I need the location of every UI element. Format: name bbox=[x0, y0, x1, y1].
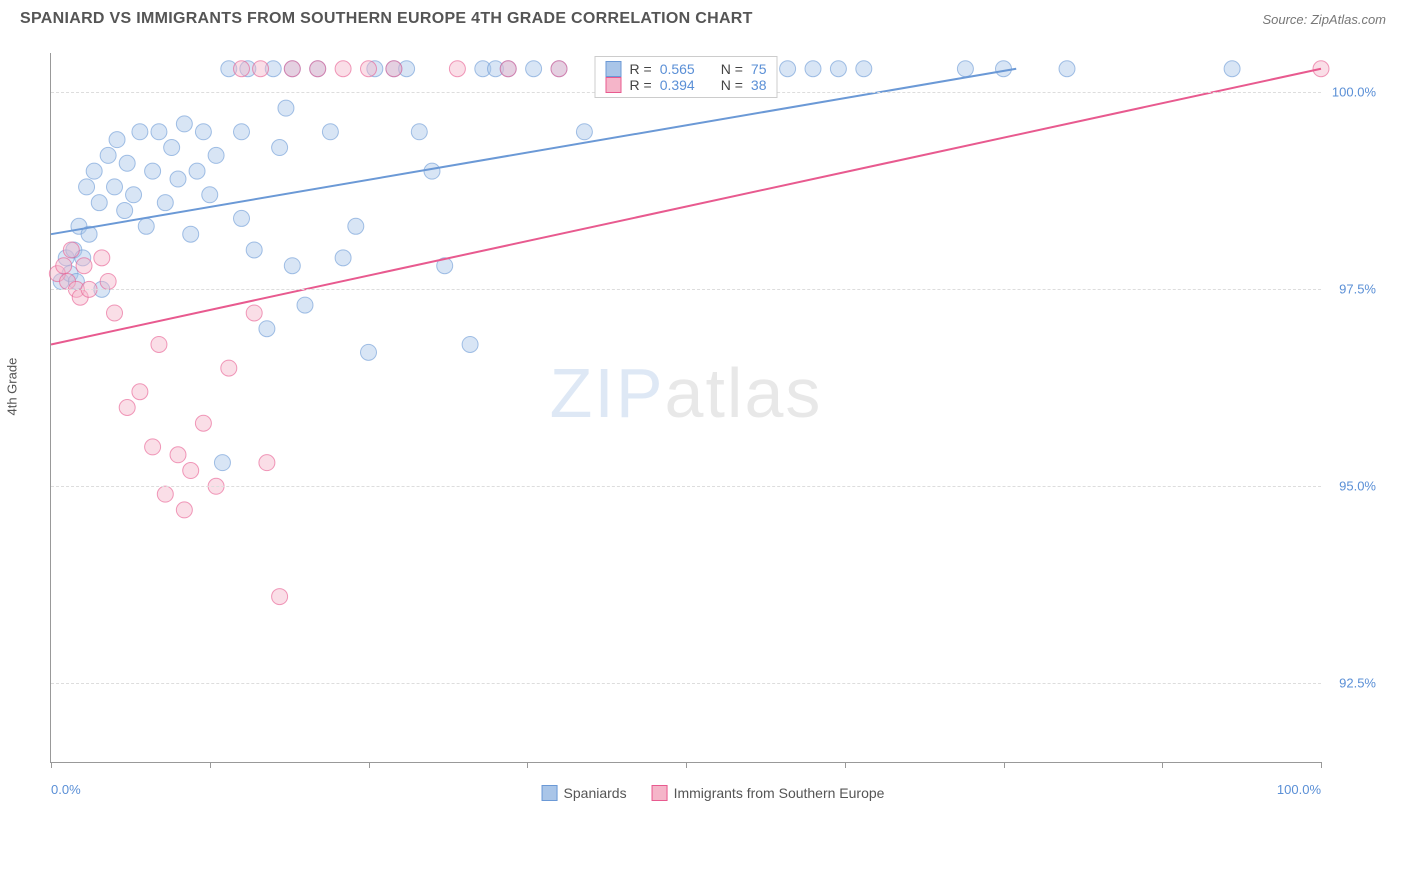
xtick bbox=[210, 762, 211, 768]
legend-label-immigrants: Immigrants from Southern Europe bbox=[674, 785, 885, 801]
gridline bbox=[51, 683, 1321, 684]
series-legend: Spaniards Immigrants from Southern Europ… bbox=[542, 785, 885, 801]
ytick-label: 100.0% bbox=[1332, 85, 1376, 100]
xtick bbox=[1162, 762, 1163, 768]
xtick bbox=[845, 762, 846, 768]
swatch-immigrants-icon bbox=[606, 77, 622, 93]
legend-swatch-spaniards-icon bbox=[542, 785, 558, 801]
xtick bbox=[1004, 762, 1005, 768]
chart-title: SPANIARD VS IMMIGRANTS FROM SOUTHERN EUR… bbox=[20, 10, 753, 28]
ytick-label: 92.5% bbox=[1339, 676, 1376, 691]
legend-swatch-immigrants-icon bbox=[652, 785, 668, 801]
chart-container: 4th Grade ZIPatlas R = 0.565 N = 75 R = … bbox=[50, 33, 1376, 823]
gridline bbox=[51, 289, 1321, 290]
source-attribution: Source: ZipAtlas.com bbox=[1262, 12, 1386, 27]
xtick bbox=[527, 762, 528, 768]
swatch-spaniards-icon bbox=[606, 61, 622, 77]
xtick-label: 100.0% bbox=[1277, 782, 1321, 797]
y-axis-label: 4th Grade bbox=[5, 358, 20, 416]
plot-area: ZIPatlas R = 0.565 N = 75 R = 0.394 N = … bbox=[50, 53, 1321, 763]
xtick bbox=[369, 762, 370, 768]
ytick-label: 95.0% bbox=[1339, 479, 1376, 494]
stats-legend: R = 0.565 N = 75 R = 0.394 N = 38 bbox=[595, 56, 778, 98]
xtick-label: 0.0% bbox=[51, 782, 81, 797]
legend-label-spaniards: Spaniards bbox=[564, 785, 627, 801]
xtick bbox=[51, 762, 52, 768]
scatter-svg bbox=[51, 53, 1321, 762]
gridline bbox=[51, 486, 1321, 487]
ytick-label: 97.5% bbox=[1339, 282, 1376, 297]
xtick bbox=[686, 762, 687, 768]
xtick bbox=[1321, 762, 1322, 768]
